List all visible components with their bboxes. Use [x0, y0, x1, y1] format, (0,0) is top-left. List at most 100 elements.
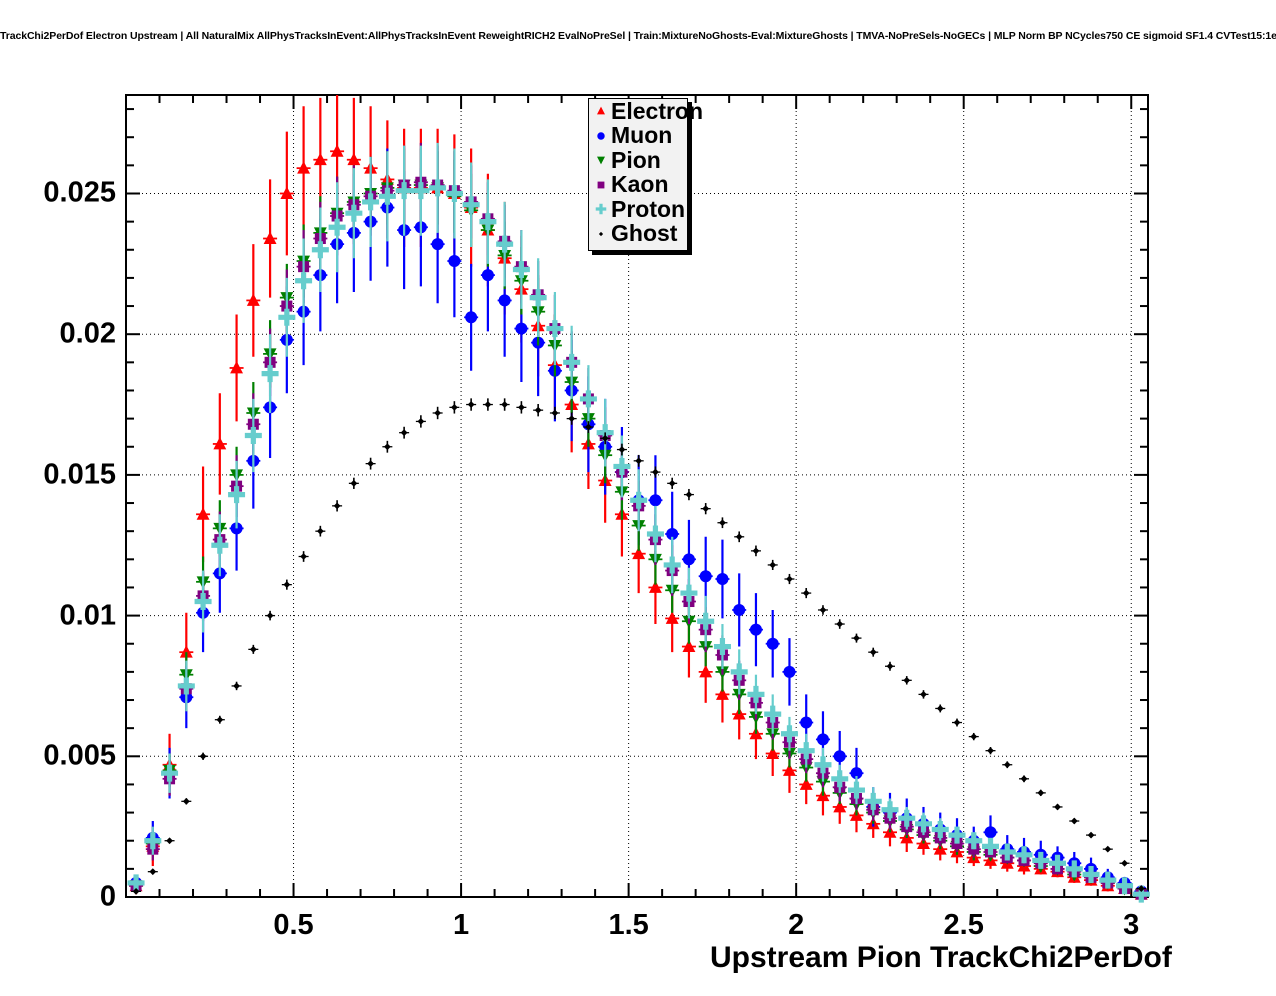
- data-point-marker: [783, 763, 796, 776]
- data-point-marker: [665, 611, 679, 624]
- data-point-marker: [766, 637, 779, 650]
- data-point-marker: [330, 144, 344, 157]
- data-point-marker: [886, 662, 894, 670]
- data-point-marker: [632, 546, 646, 560]
- data-point-marker: [585, 423, 592, 431]
- data-point-marker: [914, 815, 932, 833]
- data-point-marker: [597, 132, 605, 140]
- data-point-marker: [713, 638, 731, 656]
- data-point-marker: [1003, 761, 1011, 769]
- series-ghost: [131, 398, 1147, 895]
- data-point-marker: [417, 418, 425, 425]
- data-point-marker: [127, 874, 145, 892]
- legend-item-electron[interactable]: Electron: [589, 99, 703, 124]
- legend: Electron Muon Pion Kaon Proton Ghost: [588, 98, 703, 251]
- data-point-marker: [498, 294, 511, 307]
- data-point-marker: [412, 182, 430, 200]
- data-point-marker: [699, 570, 712, 583]
- triangle-up-icon: [592, 102, 610, 120]
- grid-layer: [126, 95, 1148, 897]
- data-point-marker: [663, 556, 681, 574]
- x-tick-label: 1.5: [608, 909, 649, 941]
- x-tick-label: 2: [788, 909, 805, 941]
- data-point-marker: [814, 756, 832, 774]
- data-point-marker: [802, 589, 810, 597]
- data-point-marker: [434, 409, 442, 417]
- data-point-marker: [1065, 860, 1083, 878]
- small-diamond-icon: [592, 225, 610, 243]
- data-point-marker: [517, 403, 525, 411]
- data-point-marker: [666, 527, 679, 540]
- legend-item-label: Proton: [611, 195, 686, 222]
- data-point-marker: [680, 584, 698, 602]
- legend-item-kaon[interactable]: Kaon: [589, 173, 687, 198]
- data-point-marker: [1015, 846, 1033, 864]
- series-proton: [127, 142, 1150, 903]
- x-tick-label: 2.5: [943, 909, 984, 941]
- data-point-marker: [819, 606, 827, 614]
- data-point-marker: [295, 272, 313, 290]
- data-point-marker: [333, 502, 341, 510]
- data-point-marker: [196, 507, 210, 520]
- data-point-marker: [931, 820, 949, 838]
- data-point-marker: [769, 561, 777, 569]
- legend-item-label: Muon: [611, 122, 673, 149]
- data-point-marker: [551, 409, 559, 417]
- data-point-marker: [898, 809, 916, 827]
- data-point-marker: [283, 581, 291, 589]
- triangle-down-icon: [592, 151, 610, 169]
- data-point-marker: [400, 429, 408, 437]
- data-point-marker: [568, 415, 576, 423]
- legend-item-muon[interactable]: Muon: [589, 124, 687, 149]
- legend-item-pion[interactable]: Pion: [589, 148, 687, 173]
- data-point-marker: [864, 792, 882, 810]
- data-point-marker: [177, 677, 195, 695]
- data-point-marker: [228, 486, 246, 504]
- data-point-marker: [316, 527, 324, 535]
- y-tick-label: 0: [99, 880, 116, 913]
- data-point-marker: [766, 746, 780, 759]
- data-point-marker: [850, 767, 863, 780]
- data-point-marker: [501, 401, 509, 408]
- data-point-marker: [149, 868, 157, 876]
- data-point-marker: [278, 308, 296, 326]
- data-point-marker: [597, 106, 605, 115]
- data-point-marker: [649, 494, 662, 507]
- data-point-marker: [233, 682, 240, 690]
- data-point-marker: [166, 837, 173, 845]
- data-point-marker: [816, 733, 829, 746]
- data-point-marker: [216, 716, 224, 724]
- data-point-marker: [730, 663, 748, 681]
- data-point-marker: [1054, 803, 1061, 811]
- legend-item-proton[interactable]: Proton: [589, 197, 687, 222]
- y-tick-label: 0.02: [59, 317, 116, 350]
- data-point-marker: [764, 705, 782, 723]
- data-point-marker: [467, 401, 475, 408]
- data-point-marker: [1032, 851, 1050, 869]
- data-point-marker: [652, 468, 659, 476]
- data-point-marker: [836, 620, 844, 628]
- data-point-marker: [668, 479, 676, 487]
- data-point-marker: [716, 687, 729, 700]
- data-point-marker: [263, 231, 277, 244]
- data-point-marker: [800, 716, 813, 729]
- data-point-marker: [1037, 789, 1045, 797]
- data-point-marker: [831, 770, 849, 788]
- y-tick-label: 0.01: [59, 599, 116, 632]
- data-point-marker: [313, 152, 327, 166]
- data-point-marker: [383, 443, 391, 451]
- legend-item-ghost[interactable]: Ghost: [589, 222, 687, 247]
- data-point-marker: [515, 322, 528, 335]
- data-point-marker: [702, 505, 710, 513]
- data-point-marker: [213, 436, 227, 450]
- data-point-marker: [682, 639, 696, 653]
- legend-item-label: Pion: [611, 146, 661, 173]
- data-point-marker: [697, 612, 715, 630]
- data-point-marker: [1099, 871, 1117, 889]
- data-point-marker: [786, 575, 793, 583]
- data-point-marker: [982, 837, 1000, 855]
- data-point-marker: [1116, 877, 1134, 895]
- data-point-marker: [749, 623, 762, 636]
